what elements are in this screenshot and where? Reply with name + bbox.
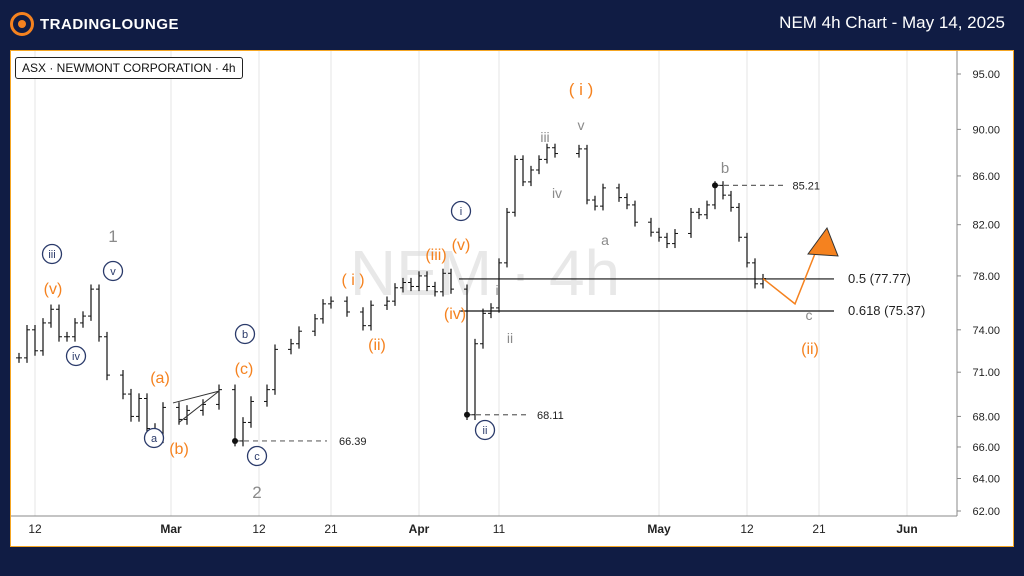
- wave-label: (ii): [368, 337, 386, 354]
- wave-label-circle: [474, 419, 496, 441]
- projection-arrow: [807, 226, 839, 257]
- x-tick-label: May: [647, 522, 671, 536]
- chart-frame: [10, 50, 1014, 547]
- wedge-line: [172, 390, 220, 423]
- brand-logo: TRADINGLOUNGE: [10, 12, 179, 36]
- wave-label: a: [151, 433, 158, 445]
- logo-icon: [10, 12, 34, 36]
- wave-label: v: [578, 117, 585, 133]
- y-tick-label: 86.00: [972, 171, 1000, 183]
- x-tick-label: 12: [28, 522, 42, 536]
- header: TRADINGLOUNGE NEM 4h Chart - May 14, 202…: [0, 0, 1024, 48]
- wave-label-circle: [246, 445, 268, 467]
- y-tick-label: 64.00: [972, 473, 1000, 485]
- x-tick-label: 12: [740, 522, 754, 536]
- wave-label: iv: [72, 351, 80, 363]
- wave-label: iv: [552, 185, 562, 201]
- wave-label: (iv): [444, 306, 466, 323]
- level-label: 85.21: [792, 180, 820, 192]
- wave-label: 1: [108, 227, 117, 246]
- y-tick-label: 71.00: [972, 367, 1000, 379]
- level-label: 68.11: [537, 410, 564, 422]
- wave-label: (v): [44, 281, 63, 298]
- wave-label: i: [460, 206, 462, 218]
- wave-label-circle: [234, 323, 256, 345]
- y-tick-label: 74.00: [972, 325, 1000, 337]
- chart-title: NEM 4h Chart - May 14, 2025: [779, 13, 1005, 32]
- wave-label: i: [495, 282, 498, 298]
- projection-line: [762, 243, 820, 306]
- wave-label: (a): [150, 370, 170, 387]
- x-tick-label: 11: [493, 522, 506, 536]
- wave-label: (iii): [425, 247, 446, 264]
- x-tick-label: Apr: [409, 522, 430, 536]
- wave-label: (b): [169, 441, 189, 458]
- y-tick-label: 82.00: [972, 220, 1000, 232]
- symbol-label: ASX · NEWMONT CORPORATION · 4h: [15, 57, 243, 79]
- wave-label: (ii): [801, 341, 819, 358]
- wave-label: v: [110, 266, 116, 278]
- wave-label: c: [254, 451, 260, 463]
- watermark: NEM · 4h: [350, 237, 620, 309]
- wave-label: c: [806, 307, 813, 323]
- logo-text: TRADINGLOUNGE: [40, 15, 179, 33]
- wave-label: (v): [452, 237, 471, 254]
- wave-label-circle: [143, 427, 165, 449]
- wave-label-circle: [65, 345, 87, 367]
- wave-label-circle: [41, 243, 63, 265]
- x-tick-label: Mar: [160, 522, 182, 536]
- y-tick-label: 90.00: [972, 124, 1000, 136]
- wave-label-circle: [450, 200, 472, 222]
- y-tick-label: 78.00: [972, 271, 1000, 283]
- x-tick-label: 21: [324, 522, 338, 536]
- wave-label: ii: [483, 425, 488, 437]
- y-tick-label: 66.00: [972, 442, 1000, 454]
- wave-label: ii: [507, 330, 513, 346]
- wave-label: iii: [540, 129, 549, 145]
- level-label: 66.39: [339, 436, 367, 448]
- wave-label: a: [601, 232, 609, 248]
- wave-label: 2: [252, 483, 261, 502]
- x-tick-label: Jun: [896, 522, 917, 536]
- level-label: 0.5 (77.77): [848, 271, 911, 286]
- wave-label: iii: [48, 249, 55, 261]
- wave-label: ( i ): [341, 272, 364, 289]
- x-tick-label: 12: [252, 522, 266, 536]
- wave-label: (c): [235, 361, 254, 378]
- x-tick-label: 21: [812, 522, 826, 536]
- wave-label: b: [242, 329, 248, 341]
- y-tick-label: 68.00: [972, 411, 1000, 423]
- y-tick-label: 95.00: [972, 69, 1000, 81]
- wave-label-circle: [102, 260, 124, 282]
- wave-label: b: [721, 160, 729, 177]
- wave-label: ( i ): [569, 80, 594, 99]
- level-label: 0.618 (75.37): [848, 303, 925, 318]
- y-tick-label: 62.00: [972, 506, 1000, 518]
